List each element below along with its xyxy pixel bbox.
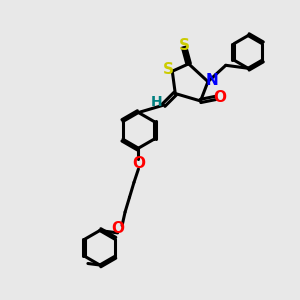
Text: S: S: [179, 38, 190, 53]
Text: H: H: [151, 95, 162, 109]
Text: O: O: [213, 91, 226, 106]
Text: N: N: [206, 73, 219, 88]
Text: O: O: [132, 155, 145, 170]
Text: O: O: [111, 221, 124, 236]
Text: S: S: [163, 62, 174, 77]
